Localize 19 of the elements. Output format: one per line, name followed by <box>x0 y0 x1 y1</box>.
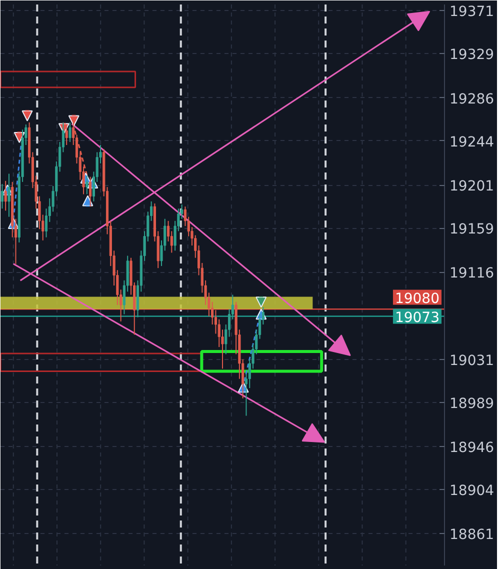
y-tick-label: 19244 <box>450 134 494 150</box>
candlestick <box>8 173 10 218</box>
y-tick-label: 19116 <box>450 266 494 282</box>
candlestick <box>68 122 72 142</box>
y-tick-label: 18946 <box>450 440 494 456</box>
y-tick-label: 19201 <box>450 178 494 195</box>
candlestick <box>89 176 92 208</box>
y-tick-label: 18989 <box>450 396 494 412</box>
candlestick <box>0 183 4 210</box>
y-tick-label: 19371 <box>450 4 494 20</box>
y-tick-label: 18904 <box>450 483 494 500</box>
ref-line-label: 19080 <box>394 290 440 307</box>
y-tick-label: 19159 <box>450 222 494 238</box>
y-tick-label: 19286 <box>450 91 494 108</box>
y-tick-label: 19329 <box>450 47 494 64</box>
ref-line-label: 19073 <box>394 310 440 326</box>
y-tick-label: 19031 <box>450 352 494 369</box>
y-tick-label: 18861 <box>450 527 494 544</box>
candlestick <box>4 180 7 212</box>
